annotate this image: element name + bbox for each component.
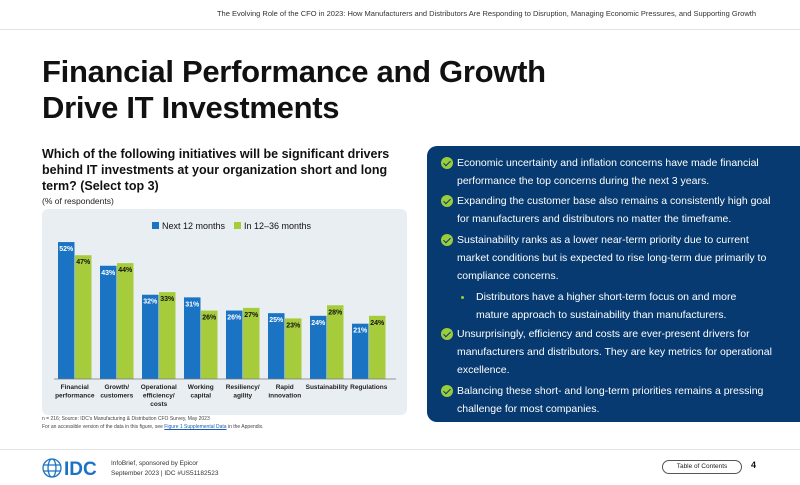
bullet-dot-icon — [461, 296, 464, 299]
finding-text: Economic uncertainty and inflation conce… — [457, 157, 759, 187]
bar-chart: Next 12 months In 12–36 months 52%47% Finan… — [54, 221, 396, 408]
check-circle-icon — [441, 157, 453, 169]
data-label-in-12-36-5: 23% — [286, 322, 301, 329]
legend-label-1: In 12–36 months — [244, 221, 312, 231]
bar-next-12-2 — [142, 294, 159, 379]
category-label-0-1: performance — [55, 393, 95, 400]
data-label-next-12-4: 26% — [227, 315, 242, 322]
source-note-line-1: n = 216; Source: IDC's Manufacturing & D… — [42, 416, 210, 422]
finding-bullet: Balancing these short- and long-term pri… — [441, 382, 781, 418]
finding-text: Unsurprisingly, efficiency and costs are… — [457, 328, 772, 376]
legend-label-0: Next 12 months — [162, 221, 226, 231]
supplemental-data-link[interactable]: Figure 1 Supplemental Data — [164, 424, 227, 430]
key-findings-panel: Economic uncertainty and inflation conce… — [427, 146, 800, 422]
bar-next-12-6 — [310, 315, 327, 379]
finding-sub-text: Distributors have a higher short-term fo… — [476, 291, 737, 321]
category-label-5-1: innovation — [268, 393, 301, 400]
data-label-next-12-3: 31% — [185, 301, 200, 308]
finding-sub-bullet: Distributors have a higher short-term fo… — [461, 288, 761, 324]
category-label-1-1: customers — [100, 393, 133, 400]
category-label-4-1: agility — [233, 393, 252, 400]
data-label-next-12-7: 21% — [353, 328, 368, 335]
category-label-7-0: Regulations — [350, 384, 388, 391]
bar-in-12-36-4 — [243, 307, 260, 379]
footer-info: InfoBrief, sponsored by Epicor September… — [111, 459, 218, 479]
bar-next-12-0 — [58, 242, 75, 379]
finding-bullet: Unsurprisingly, efficiency and costs are… — [441, 325, 781, 379]
bar-in-12-36-5 — [285, 318, 302, 379]
report-title: The Evolving Role of the CFO in 2023: Ho… — [216, 9, 756, 18]
data-label-in-12-36-2: 33% — [160, 296, 175, 303]
category-label-3-0: Working — [188, 384, 214, 391]
category-label-1-0: Growth/ — [104, 384, 129, 391]
source-note-suffix: in the Appendix. — [226, 424, 264, 430]
source-note-line-2: For an accessible version of the data in… — [42, 423, 264, 431]
category-label-0-0: Financial — [61, 384, 89, 391]
bar-in-12-36-6 — [327, 305, 344, 379]
bar-in-12-36-2 — [159, 292, 176, 379]
data-label-in-12-36-4: 27% — [244, 312, 259, 319]
bar-next-12-5 — [268, 313, 285, 379]
category-label-3-1: capital — [190, 393, 211, 400]
data-label-next-12-6: 24% — [311, 320, 326, 327]
header-divider — [0, 29, 800, 30]
bar-in-12-36-0 — [75, 255, 92, 379]
category-label-2-1: efficiency/ — [143, 393, 175, 400]
legend-swatch-0 — [152, 222, 159, 229]
bar-in-12-36-1 — [117, 263, 134, 379]
category-label-4-0: Resiliency/ — [226, 384, 260, 391]
data-label-next-12-5: 25% — [269, 317, 284, 324]
check-circle-icon — [441, 328, 453, 340]
bar-next-12-7 — [352, 323, 369, 379]
check-circle-icon — [441, 385, 453, 397]
finding-bullet: Economic uncertainty and inflation conce… — [441, 154, 781, 190]
category-label-5-0: Rapid — [276, 384, 294, 391]
bar-next-12-4 — [226, 310, 243, 379]
finding-text: Sustainability ranks as a lower near-ter… — [457, 234, 767, 282]
category-label-6-0: Sustainability — [306, 384, 349, 391]
idc-logo: IDC — [42, 458, 97, 479]
category-label-2-2: costs — [150, 401, 167, 408]
source-note: n = 216; Source: IDC's Manufacturing & D… — [42, 415, 264, 431]
check-circle-icon — [441, 234, 453, 246]
chart-question: Which of the following initiatives will … — [42, 147, 390, 193]
chart-panel: Next 12 months In 12–36 months 52% 47% Finan… — [42, 209, 407, 415]
finding-text: Expanding the customer base also remains… — [457, 195, 771, 225]
page-title-line-1: Financial Performance and Growth — [42, 54, 546, 89]
data-label-next-12-2: 32% — [143, 299, 158, 306]
page-title: Financial Performance and Growth Drive I… — [42, 54, 602, 126]
chart-unit-note: (% of respondents) — [42, 196, 114, 206]
data-label-in-12-36-3: 26% — [202, 315, 217, 322]
finding-bullet: Sustainability ranks as a lower near-ter… — [441, 231, 781, 285]
table-of-contents-button[interactable]: Table of Contents — [662, 460, 742, 474]
source-note-prefix: For an accessible version of the data in… — [42, 424, 165, 430]
category-label-2-0: Operational — [141, 384, 177, 391]
finding-bullet: Expanding the customer base also remains… — [441, 192, 781, 228]
globe-icon — [42, 458, 62, 478]
check-circle-icon — [441, 195, 453, 207]
data-label-next-12-0: 52% — [59, 246, 74, 253]
data-label-next-12-1: 43% — [101, 270, 116, 277]
idc-logo-text: IDC — [64, 459, 97, 479]
page-number: 4 — [751, 460, 757, 470]
footer-date-doc: September 2023 | IDC #US51182523 — [111, 470, 219, 477]
legend-swatch-1 — [234, 222, 241, 229]
data-label-in-12-36-1: 44% — [118, 267, 133, 274]
data-label-in-12-36-6: 28% — [328, 309, 343, 316]
bar-next-12-3 — [184, 297, 201, 379]
bar-in-12-36-7 — [369, 315, 386, 379]
bar-next-12-1 — [100, 265, 117, 379]
finding-text: Balancing these short- and long-term pri… — [457, 385, 764, 415]
page-title-line-2: Drive IT Investments — [42, 90, 340, 125]
footer-sponsor: InfoBrief, sponsored by Epicor — [111, 460, 199, 467]
data-label-in-12-36-0: 47% — [76, 259, 91, 266]
data-label-in-12-36-7: 24% — [370, 320, 385, 327]
bar-in-12-36-3 — [201, 310, 218, 379]
footer-divider — [0, 449, 800, 450]
